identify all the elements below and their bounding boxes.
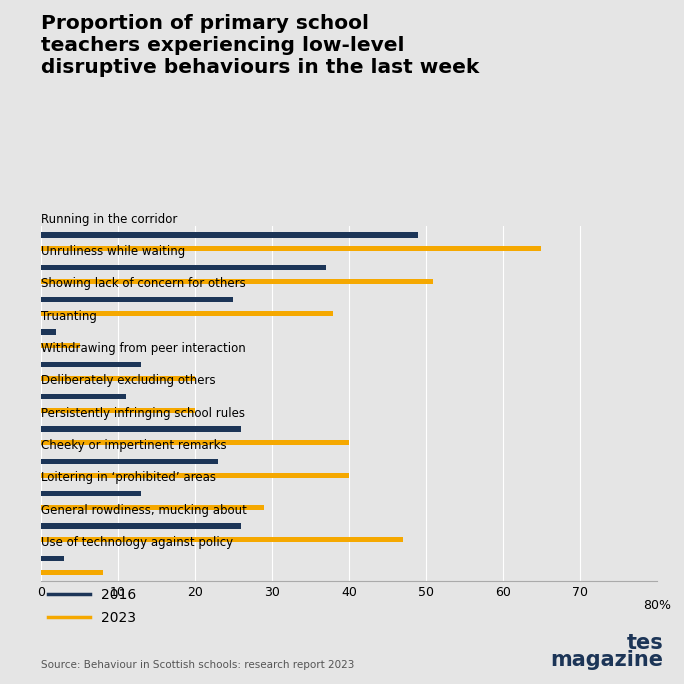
Bar xyxy=(41,570,103,575)
Legend: 2016, 2023: 2016, 2023 xyxy=(48,588,136,624)
Bar xyxy=(41,278,434,284)
Text: Showing lack of concern for others: Showing lack of concern for others xyxy=(41,277,246,290)
Text: Running in the corridor: Running in the corridor xyxy=(41,213,177,226)
Bar xyxy=(41,408,195,413)
Bar xyxy=(41,233,418,237)
Bar xyxy=(41,246,541,252)
Bar xyxy=(41,394,126,399)
Bar xyxy=(41,459,218,464)
Text: Unruliness while waiting: Unruliness while waiting xyxy=(41,245,185,258)
Bar xyxy=(41,473,349,477)
Bar xyxy=(41,311,334,316)
Text: tes
magazine: tes magazine xyxy=(551,633,663,670)
Bar xyxy=(41,297,233,302)
Text: Truanting: Truanting xyxy=(41,309,97,323)
Bar xyxy=(41,362,141,367)
Bar xyxy=(41,505,264,510)
Bar xyxy=(41,426,241,432)
Text: Proportion of primary school
teachers experiencing low-level
disruptive behaviou: Proportion of primary school teachers ex… xyxy=(41,14,479,77)
Text: Withdrawing from peer interaction: Withdrawing from peer interaction xyxy=(41,342,246,355)
Text: Persistently infringing school rules: Persistently infringing school rules xyxy=(41,406,245,419)
Text: 80%: 80% xyxy=(643,598,670,611)
Bar xyxy=(41,491,141,497)
Bar xyxy=(41,343,79,348)
Bar xyxy=(41,440,349,445)
Bar xyxy=(41,537,403,542)
Bar xyxy=(41,330,56,334)
Text: General rowdiness, mucking about: General rowdiness, mucking about xyxy=(41,503,247,516)
Bar xyxy=(41,265,326,270)
Text: Cheeky or impertinent remarks: Cheeky or impertinent remarks xyxy=(41,439,226,452)
Text: Deliberately excluding others: Deliberately excluding others xyxy=(41,374,215,387)
Bar xyxy=(41,555,64,561)
Text: Source: Behaviour in Scottish schools: research report 2023: Source: Behaviour in Scottish schools: r… xyxy=(41,660,354,670)
Text: Use of technology against policy: Use of technology against policy xyxy=(41,536,233,549)
Text: Loitering in ‘prohibited’ areas: Loitering in ‘prohibited’ areas xyxy=(41,471,216,484)
Bar xyxy=(41,523,241,529)
Bar xyxy=(41,376,195,381)
